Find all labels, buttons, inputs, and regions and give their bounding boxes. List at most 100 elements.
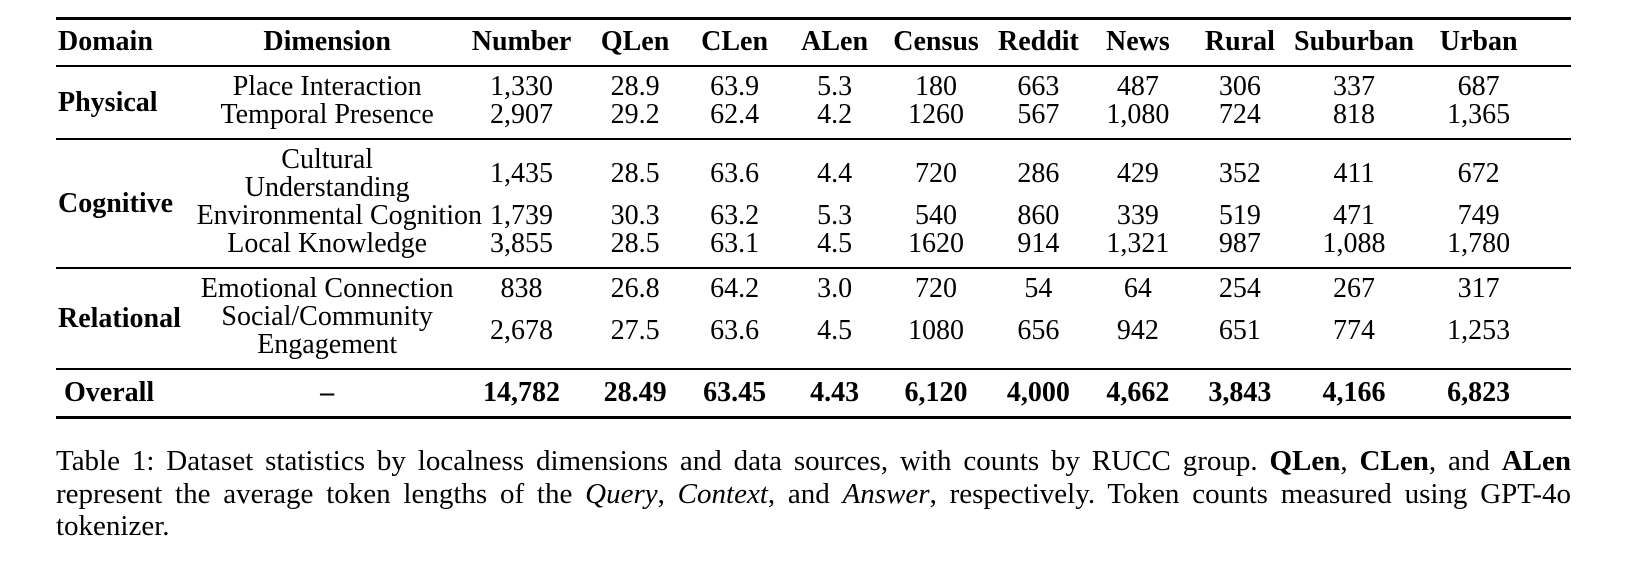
value-cell: 471 xyxy=(1332,200,1375,231)
caption-segment: Context xyxy=(677,477,768,510)
caption-segment: Table 1: Dataset statistics by localness… xyxy=(56,445,1270,477)
value-cell: 26.8 xyxy=(610,273,660,304)
col-header-census: Census xyxy=(893,26,979,57)
caption-segment: , xyxy=(657,477,678,510)
value-cell: 180 xyxy=(915,71,958,102)
value-cell: 1,253 xyxy=(1447,315,1511,346)
dimension-cell: Local Knowledge xyxy=(227,228,428,259)
col-header-news: News xyxy=(1105,26,1170,57)
value-cell: 352 xyxy=(1218,158,1261,189)
value-cell: 1080 xyxy=(908,315,965,346)
value-cell: 63.6 xyxy=(710,315,760,346)
table-caption: Table 1: Dataset statistics by localness… xyxy=(56,445,1571,543)
caption-segment: Answer xyxy=(842,477,930,510)
dimension-cell: Place Interaction xyxy=(232,71,422,102)
value-cell: 3.0 xyxy=(817,273,853,304)
section-cognitive: Cognitive Cultural Understanding 1,435 2… xyxy=(56,139,1571,268)
value-cell: 4,166 xyxy=(1322,377,1386,408)
value-cell: 1,088 xyxy=(1322,228,1386,259)
value-cell: 28.49 xyxy=(603,377,667,408)
value-cell: 4.43 xyxy=(810,377,860,408)
value-cell: 687 xyxy=(1457,71,1500,102)
col-header-clen: CLen xyxy=(701,26,769,57)
value-cell: 540 xyxy=(915,200,958,231)
value-cell: 487 xyxy=(1116,71,1159,102)
value-cell: 28.5 xyxy=(610,228,660,259)
value-cell: 6,823 xyxy=(1447,377,1511,408)
dimension-line: Understanding xyxy=(244,172,410,203)
caption-segment: ALen xyxy=(1501,445,1572,477)
value-cell: 1,435 xyxy=(490,158,554,189)
value-cell: 860 xyxy=(1017,200,1060,231)
value-cell: 2,678 xyxy=(490,315,554,346)
value-cell: 29.2 xyxy=(610,99,660,130)
value-cell: 914 xyxy=(1017,228,1060,259)
value-cell: 4.2 xyxy=(817,99,853,130)
table-row: Cognitive Cultural Understanding 1,435 2… xyxy=(56,139,1571,218)
value-cell: 63.9 xyxy=(710,71,760,102)
caption-segment: represent the average token lengths of t… xyxy=(56,477,586,510)
col-header-urban: Urban xyxy=(1439,26,1518,57)
caption-segment: , xyxy=(1340,445,1360,477)
col-header-dimension: Dimension xyxy=(263,26,391,57)
dimension-cell: Emotional Connection xyxy=(200,273,454,304)
value-cell: 63.2 xyxy=(710,200,760,231)
table-header: Domain Dimension Number QLen CLen ALen C… xyxy=(56,19,1571,67)
value-cell: 62.4 xyxy=(710,99,760,130)
table-row: Physical Place Interaction 1,330 28.9 63… xyxy=(56,66,1571,117)
value-cell: 724 xyxy=(1218,99,1261,130)
value-cell: 4.4 xyxy=(817,158,853,189)
value-cell: 267 xyxy=(1332,273,1375,304)
table-row: Environmental Cognition 1,739 30.3 63.2 … xyxy=(56,202,1571,230)
value-cell: 1260 xyxy=(908,99,965,130)
domain-label-relational: Relational xyxy=(58,302,181,334)
caption-segment: , respectively. Token counts measured us… xyxy=(56,477,1572,543)
dimension-cell: Temporal Presence xyxy=(220,99,434,130)
value-cell: 749 xyxy=(1457,200,1500,231)
value-cell: 838 xyxy=(500,273,543,304)
value-cell: 1,780 xyxy=(1447,228,1511,259)
value-cell: 5.3 xyxy=(817,200,853,231)
dimension-cell: Social/Community Engagement xyxy=(197,303,458,369)
value-cell: 254 xyxy=(1218,273,1261,304)
value-cell: 720 xyxy=(915,158,958,189)
section-physical: Physical Place Interaction 1,330 28.9 63… xyxy=(56,66,1571,139)
value-cell: 3,855 xyxy=(490,228,554,259)
value-cell: 1,739 xyxy=(490,200,554,231)
value-cell: 1,321 xyxy=(1106,228,1170,259)
value-cell: 774 xyxy=(1332,315,1375,346)
domain-label-physical: Physical xyxy=(58,86,158,118)
value-cell: 656 xyxy=(1017,315,1060,346)
value-cell: 63.6 xyxy=(710,158,760,189)
dimension-cell: Environmental Cognition xyxy=(196,200,482,231)
col-header-reddit: Reddit xyxy=(997,26,1079,57)
value-cell: 651 xyxy=(1218,315,1261,346)
value-cell: 286 xyxy=(1017,158,1060,189)
value-cell: 337 xyxy=(1332,71,1375,102)
value-cell: 2,907 xyxy=(490,99,554,130)
value-cell: 63.1 xyxy=(710,228,760,259)
value-cell: 942 xyxy=(1116,315,1159,346)
domain-label-cognitive: Cognitive xyxy=(58,187,174,219)
value-cell: 54 xyxy=(1024,273,1053,304)
dimension-line: Engagement xyxy=(257,329,398,360)
col-header-alen: ALen xyxy=(801,26,869,57)
value-cell: 429 xyxy=(1116,158,1159,189)
header-row: Domain Dimension Number QLen CLen ALen C… xyxy=(56,19,1571,67)
value-cell: 4.5 xyxy=(817,315,853,346)
table-row: Temporal Presence 2,907 29.2 62.4 4.2 12… xyxy=(56,101,1571,139)
dimension-cell: Cultural Understanding xyxy=(197,139,458,202)
value-cell: 3,843 xyxy=(1208,377,1272,408)
overall-dimension: – xyxy=(320,377,335,408)
value-cell: 4,000 xyxy=(1006,377,1070,408)
value-cell: 28.9 xyxy=(610,71,660,102)
value-cell: 1,330 xyxy=(490,71,554,102)
value-cell: 567 xyxy=(1017,99,1060,130)
col-header-number: Number xyxy=(471,26,572,57)
col-header-domain: Domain xyxy=(58,26,153,57)
col-header-suburban: Suburban xyxy=(1294,26,1414,57)
value-cell: 4.5 xyxy=(817,228,853,259)
value-cell: 30.3 xyxy=(610,200,660,231)
value-cell: 64 xyxy=(1123,273,1152,304)
